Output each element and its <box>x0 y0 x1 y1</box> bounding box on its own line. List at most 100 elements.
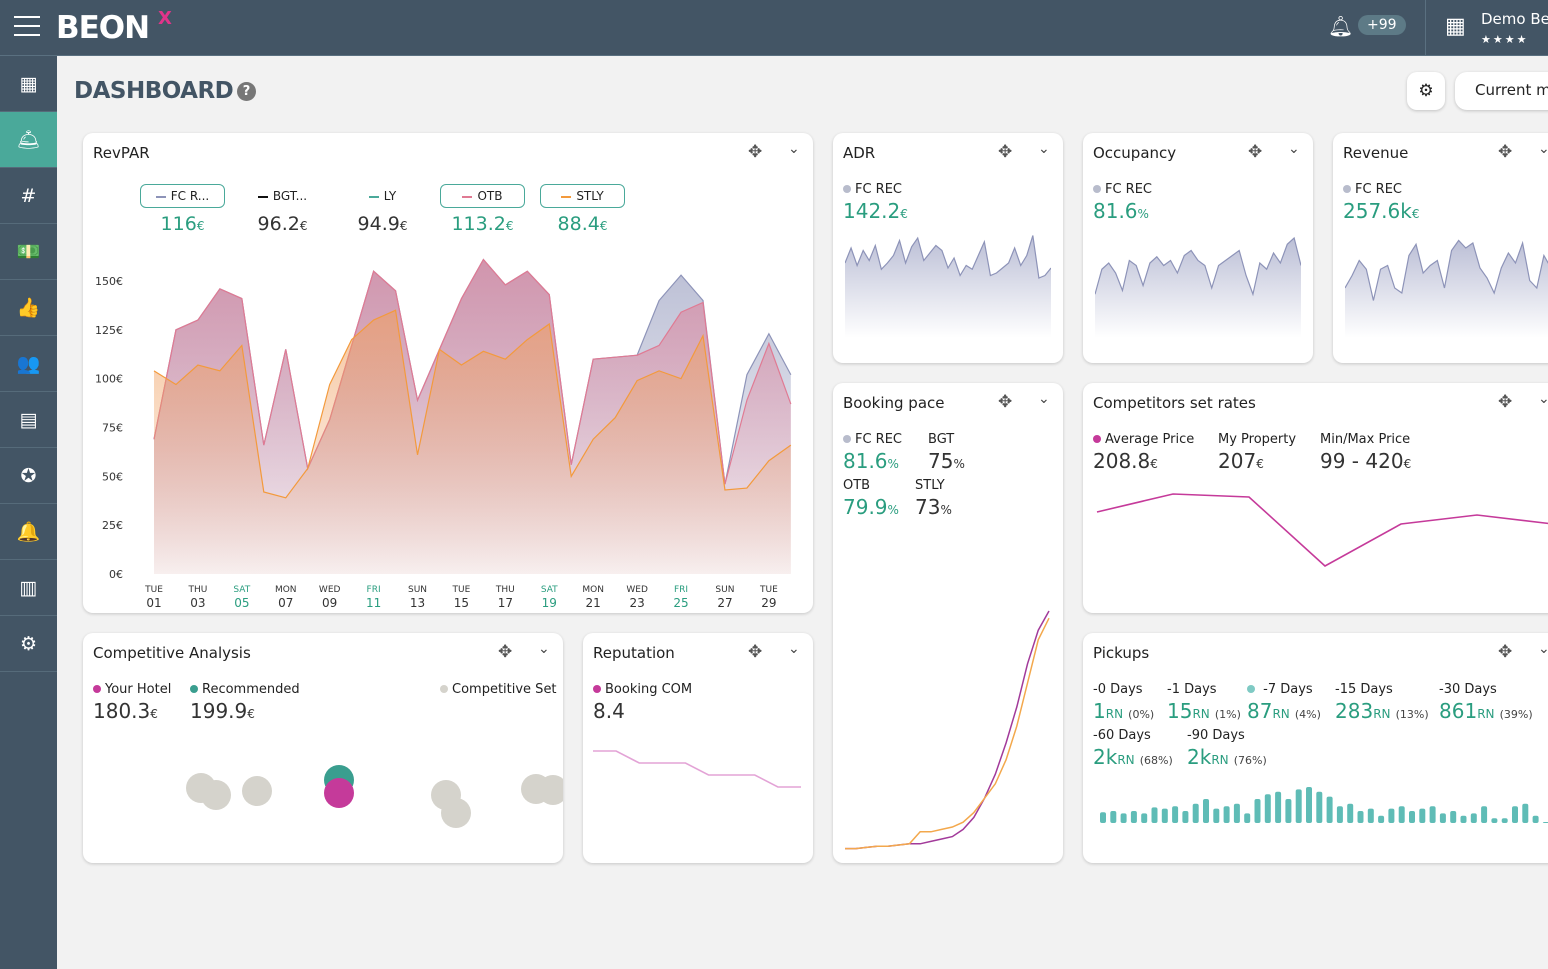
x-tick-date: 23 <box>629 596 644 610</box>
period-button[interactable]: Current m <box>1455 72 1548 110</box>
pickup-bar <box>1326 796 1333 823</box>
chevron-down-icon[interactable]: ⌄ <box>1538 391 1548 407</box>
move-icon[interactable]: ✥ <box>748 142 763 162</box>
pickup-label: -90 Days <box>1187 728 1245 743</box>
scatter-point[interactable] <box>324 778 354 808</box>
sidebar-item-4[interactable]: 👍 <box>0 280 57 336</box>
card-title: Pickups <box>1093 644 1150 662</box>
chevron-down-icon[interactable]: ⌄ <box>1538 641 1548 657</box>
kpi-value: 88.4€ <box>557 213 608 235</box>
move-icon[interactable]: ✥ <box>1498 392 1513 412</box>
sidebar-item-7[interactable]: ✪ <box>0 448 57 504</box>
chevron-down-icon[interactable]: ⌄ <box>1038 391 1050 407</box>
pickup-bar <box>1378 815 1385 823</box>
bell-icon: 🔔 <box>16 521 41 543</box>
sidebar-item-2[interactable]: # <box>0 168 57 224</box>
move-icon[interactable]: ✥ <box>1498 642 1513 662</box>
series-toggle[interactable]: STLY <box>540 184 625 208</box>
occupancy-sparkline <box>1095 236 1301 338</box>
pickup-bar <box>1316 791 1323 823</box>
reputation-card: Reputation ✥ ⌄ Booking COM 8.4 <box>583 633 813 863</box>
x-tick-day: THU <box>187 585 207 595</box>
menu-icon[interactable] <box>14 16 40 38</box>
y-tick-label: 25€ <box>102 519 123 532</box>
series-toggle[interactable]: FC R... <box>140 184 225 208</box>
scatter-point[interactable] <box>538 775 563 805</box>
card-title: Occupancy <box>1093 144 1177 162</box>
series-toggle[interactable]: OTB <box>440 184 525 208</box>
grid-icon: ▦ <box>19 72 38 95</box>
sidebar-item-0[interactable]: ▦ <box>0 56 57 112</box>
card-title: RevPAR <box>93 144 150 162</box>
kpi-value: 207€ <box>1218 449 1264 473</box>
move-icon[interactable]: ✥ <box>1498 142 1513 162</box>
logo: BEON <box>56 10 150 46</box>
settings-button[interactable]: ⚙ <box>1407 72 1445 110</box>
x-tick-day: WED <box>319 585 341 595</box>
revpar-chart: 0€25€50€75€100€125€150€TUE01THU03SAT05MO… <box>95 258 792 610</box>
competitive-analysis-card: Competitive Analysis ✥ ⌄ Your Hotel 180.… <box>83 633 563 863</box>
pickup-bar <box>1501 818 1508 823</box>
x-tick-date: 11 <box>366 596 381 610</box>
chevron-down-icon[interactable]: ⌄ <box>1038 141 1050 157</box>
notification-count[interactable]: +99 <box>1358 15 1406 35</box>
sidebar-item-1[interactable]: 🛎 <box>0 112 57 168</box>
thumbs-up-icon: 👍 <box>16 297 41 319</box>
sidebar-item-8[interactable]: 🔔 <box>0 504 57 560</box>
pickup-bar <box>1264 794 1271 823</box>
sidebar-item-9[interactable]: ▥ <box>0 560 57 616</box>
pickup-label: -0 Days <box>1093 682 1143 697</box>
legend-your-hotel: Your Hotel <box>93 682 171 697</box>
card-title: Reputation <box>593 644 675 662</box>
x-tick-date: 19 <box>542 596 557 610</box>
adr-sparkline <box>845 235 1051 338</box>
move-icon[interactable]: ✥ <box>998 142 1013 162</box>
chevron-down-icon[interactable]: ⌄ <box>538 641 550 657</box>
pickup-value: 15RN (1%) <box>1167 699 1241 723</box>
pickup-bar <box>1460 815 1467 823</box>
pace-line <box>845 610 1050 850</box>
pickup-value: 87RN (4%) <box>1247 699 1321 723</box>
pickup-bar <box>1275 791 1282 823</box>
move-icon[interactable]: ✥ <box>998 392 1013 412</box>
kpi-value: 208.8€ <box>1093 449 1158 473</box>
scatter-point[interactable] <box>441 798 471 828</box>
pickup-bar <box>1295 789 1302 823</box>
pickup-value: 861RN (39%) <box>1439 699 1533 723</box>
pickup-bar <box>1130 811 1137 823</box>
hotel-name[interactable]: Demo Beo <box>1481 10 1548 28</box>
sparkline-line <box>1095 236 1301 297</box>
legend-swatch <box>368 195 379 198</box>
series-toggle[interactable]: LY <box>340 184 425 208</box>
sidebar-item-5[interactable]: 👥 <box>0 336 57 392</box>
chevron-down-icon[interactable]: ⌄ <box>1288 141 1300 157</box>
pickup-value: 283RN (13%) <box>1335 699 1429 723</box>
kpi-value: 81.6% <box>1093 199 1149 223</box>
move-icon[interactable]: ✥ <box>1248 142 1263 162</box>
series-line <box>153 258 792 485</box>
chevron-down-icon[interactable]: ⌄ <box>788 141 800 157</box>
hash-grid-icon: # <box>20 184 37 207</box>
pickup-bar <box>1522 803 1529 823</box>
pickup-bar <box>1161 808 1168 823</box>
x-tick-date: 15 <box>454 596 469 610</box>
chevron-down-icon[interactable]: ⌄ <box>1538 141 1548 157</box>
series-toggle[interactable]: BGT... <box>240 184 325 208</box>
sidebar-item-3[interactable]: 💵 <box>0 224 57 280</box>
sidebar-item-6[interactable]: ▤ <box>0 392 57 448</box>
notification-bell-icon[interactable]: 🔔︎ <box>1328 14 1354 38</box>
help-icon[interactable]: ? <box>237 82 256 101</box>
chevron-down-icon[interactable]: ⌄ <box>788 641 800 657</box>
pickup-bar <box>1141 813 1148 823</box>
sidebar-item-10[interactable]: ⚙ <box>0 616 57 672</box>
kpi-value: 73% <box>915 495 952 519</box>
pickup-bar <box>1367 808 1374 823</box>
pickup-bar <box>1182 811 1189 823</box>
move-icon[interactable]: ✥ <box>748 642 763 662</box>
scatter-point[interactable] <box>201 780 231 810</box>
legend-swatch <box>155 195 166 198</box>
series-area <box>154 310 791 574</box>
scatter-point[interactable] <box>242 776 272 806</box>
legend-swatch <box>462 195 473 198</box>
move-icon[interactable]: ✥ <box>498 642 513 662</box>
